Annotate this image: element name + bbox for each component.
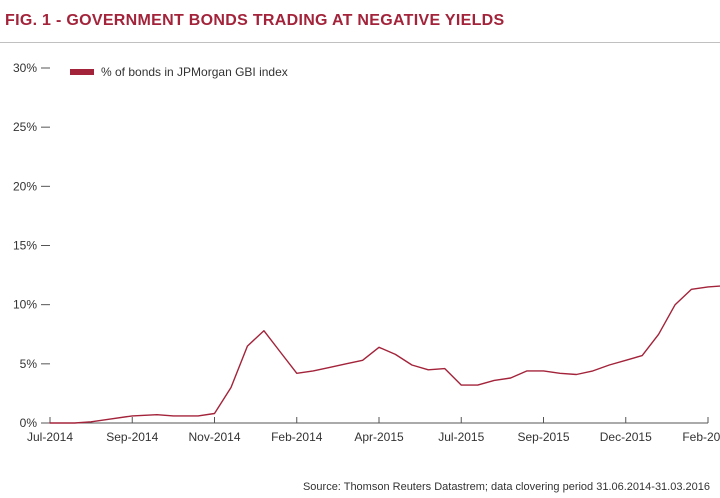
legend-swatch <box>70 69 94 75</box>
y-tick-label: 25% <box>13 120 37 134</box>
series-layer <box>49 285 720 424</box>
chart-title: FIG. 1 - GOVERNMENT BONDS TRADING AT NEG… <box>5 12 505 29</box>
legend: % of bonds in JPMorgan GBI index <box>70 65 288 79</box>
y-tick-label: 0% <box>20 416 38 430</box>
x-tick-label: Apr-2015 <box>354 430 404 444</box>
y-tick-label: 15% <box>13 239 37 253</box>
x-tick-label: Feb-2014 <box>271 430 323 444</box>
x-tick-label: Nov-2014 <box>188 430 240 444</box>
line-chart: 0% 5% 10% 15% 20% 25% 30% Jul-2014 Sep-2014 Nov-… <box>13 61 720 444</box>
x-tick-label: Feb-2016 <box>682 430 720 444</box>
x-tick-label: Jul-2014 <box>27 430 73 444</box>
title-divider <box>0 42 720 43</box>
y-tick-label: 5% <box>20 357 38 371</box>
x-tick-label: Jul-2015 <box>438 430 484 444</box>
y-tick-label: 30% <box>13 61 37 75</box>
series-line <box>49 285 720 424</box>
x-tick-label: Dec-2015 <box>600 430 652 444</box>
y-axis: 0% 5% 10% 15% 20% 25% 30% <box>13 61 50 430</box>
y-tick-label: 10% <box>13 298 37 312</box>
legend-label: % of bonds in JPMorgan GBI index <box>101 65 288 79</box>
x-axis: Jul-2014 Sep-2014 Nov-2014 Feb-2014 Apr-2015… <box>27 417 720 444</box>
y-tick-label: 20% <box>13 179 37 193</box>
x-tick-label: Sep-2014 <box>106 430 158 444</box>
x-tick-label: Sep-2015 <box>517 430 569 444</box>
source-note: Source: Thomson Reuters Datastrem; data … <box>302 481 710 493</box>
